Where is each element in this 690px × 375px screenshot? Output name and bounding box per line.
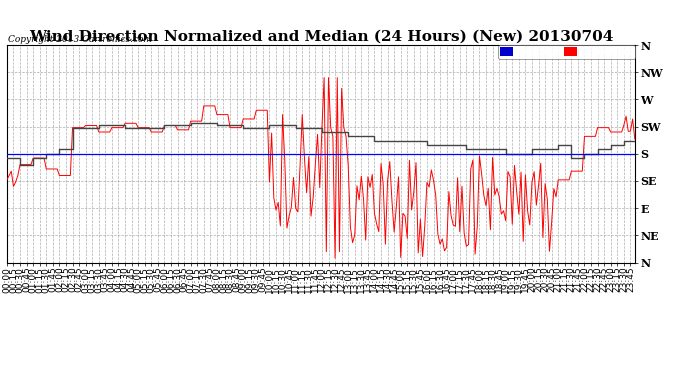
Text: Copyright 2013 Cartronics.com: Copyright 2013 Cartronics.com: [8, 35, 151, 44]
Title: Wind Direction Normalized and Median (24 Hours) (New) 20130704: Wind Direction Normalized and Median (24…: [29, 30, 613, 44]
Legend: Average, Direction: Average, Direction: [498, 45, 635, 59]
